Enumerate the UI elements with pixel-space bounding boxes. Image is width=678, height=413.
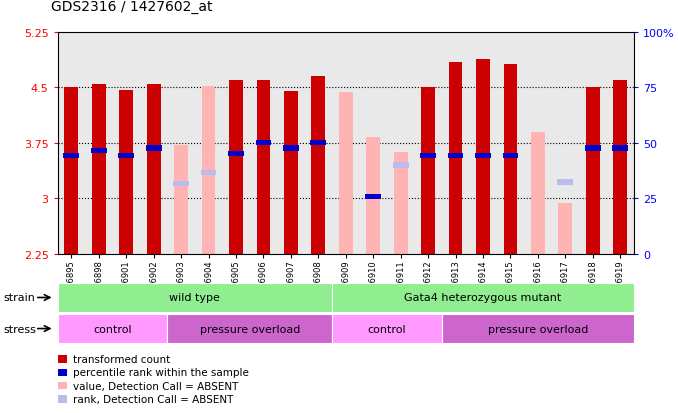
- Bar: [332, 33, 359, 254]
- Bar: [359, 33, 387, 254]
- Bar: [475, 154, 491, 159]
- Bar: [58, 284, 332, 312]
- Bar: [58, 33, 85, 254]
- Text: transformed count: transformed count: [73, 354, 170, 364]
- Bar: [449, 62, 462, 254]
- Bar: [256, 140, 271, 145]
- Bar: [420, 154, 436, 159]
- Bar: [228, 151, 244, 157]
- Bar: [174, 181, 189, 187]
- Bar: [167, 315, 332, 343]
- Bar: [147, 85, 161, 254]
- Bar: [92, 85, 106, 254]
- Bar: [414, 33, 442, 254]
- Bar: [524, 33, 552, 254]
- Text: stress: stress: [3, 324, 36, 334]
- Text: Gata4 heterozygous mutant: Gata4 heterozygous mutant: [404, 293, 561, 303]
- Bar: [585, 146, 601, 151]
- Bar: [366, 138, 380, 254]
- Bar: [552, 33, 579, 254]
- Bar: [201, 171, 216, 176]
- Text: pressure overload: pressure overload: [199, 324, 300, 334]
- Bar: [202, 87, 216, 254]
- Bar: [614, 81, 627, 254]
- Bar: [119, 90, 133, 254]
- Bar: [339, 93, 353, 254]
- Bar: [469, 33, 497, 254]
- Bar: [119, 154, 134, 159]
- Bar: [304, 33, 332, 254]
- Bar: [229, 81, 243, 254]
- Bar: [250, 33, 277, 254]
- Bar: [387, 33, 414, 254]
- Bar: [311, 140, 326, 145]
- Bar: [504, 65, 517, 254]
- Bar: [332, 315, 442, 343]
- Bar: [365, 195, 381, 200]
- Bar: [256, 81, 271, 254]
- Text: pressure overload: pressure overload: [487, 324, 588, 334]
- Bar: [277, 33, 304, 254]
- Bar: [442, 33, 469, 254]
- Bar: [476, 60, 490, 254]
- Bar: [91, 148, 106, 154]
- Bar: [222, 33, 250, 254]
- Bar: [140, 33, 167, 254]
- Bar: [167, 33, 195, 254]
- Bar: [64, 154, 79, 159]
- Bar: [497, 33, 524, 254]
- Text: strain: strain: [3, 293, 35, 303]
- Text: percentile rank within the sample: percentile rank within the sample: [73, 368, 248, 377]
- Bar: [442, 315, 634, 343]
- Bar: [64, 88, 78, 254]
- Bar: [612, 146, 628, 151]
- Bar: [195, 33, 222, 254]
- Bar: [311, 77, 325, 254]
- Bar: [447, 154, 464, 159]
- Bar: [284, 92, 298, 254]
- Bar: [366, 153, 380, 254]
- Text: GDS2316 / 1427602_at: GDS2316 / 1427602_at: [51, 0, 212, 14]
- Text: control: control: [93, 324, 132, 334]
- Bar: [113, 33, 140, 254]
- Bar: [607, 33, 634, 254]
- Bar: [174, 146, 188, 254]
- Bar: [421, 88, 435, 254]
- Text: wild type: wild type: [170, 293, 220, 303]
- Bar: [557, 180, 573, 185]
- Bar: [579, 33, 607, 254]
- Bar: [394, 152, 407, 254]
- Bar: [283, 146, 299, 151]
- Text: control: control: [367, 324, 406, 334]
- Bar: [332, 284, 634, 312]
- Bar: [559, 204, 572, 254]
- Bar: [393, 163, 409, 168]
- Bar: [531, 133, 544, 254]
- Bar: [58, 315, 167, 343]
- Text: rank, Detection Call = ABSENT: rank, Detection Call = ABSENT: [73, 394, 233, 404]
- Bar: [586, 88, 599, 254]
- Text: value, Detection Call = ABSENT: value, Detection Call = ABSENT: [73, 381, 238, 391]
- Bar: [502, 154, 518, 159]
- Bar: [85, 33, 113, 254]
- Bar: [146, 146, 161, 151]
